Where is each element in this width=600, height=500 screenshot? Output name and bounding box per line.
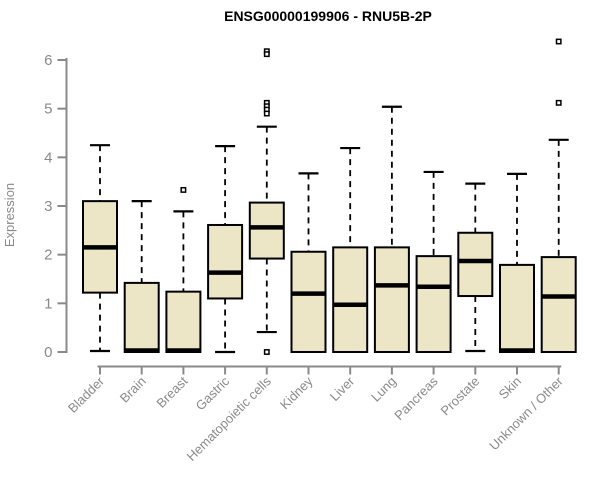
box-group: [332, 146, 369, 353]
y-tick-label: 2: [44, 247, 52, 264]
iqr-box: [373, 246, 410, 353]
x-tick-label: Bladder: [65, 373, 108, 416]
iqr-box: [415, 255, 452, 354]
y-tick-label: 5: [44, 101, 52, 118]
x-tick-label: Kidney: [277, 373, 316, 412]
outlier-point: [263, 110, 270, 117]
box-group: [207, 145, 244, 354]
iqr-box: [123, 281, 160, 354]
x-tick-label: Prostate: [438, 374, 483, 419]
x-tick-label: Liver: [327, 373, 358, 404]
x-tick-label: Breast: [153, 373, 190, 410]
box-group: [540, 38, 577, 354]
x-tick-label: Pancreas: [391, 373, 441, 423]
y-tick-label: 0: [44, 344, 52, 361]
outlier-point: [263, 51, 270, 58]
box-group: [499, 172, 535, 353]
outlier-point: [180, 186, 187, 193]
y-tick-label: 4: [44, 149, 52, 166]
x-tick-label: Skin: [496, 374, 524, 402]
outlier-point: [263, 349, 270, 355]
iqr-box: [248, 201, 285, 260]
box-group: [165, 186, 202, 353]
iqr-box: [499, 263, 535, 353]
x-tick-label: Gastric: [193, 373, 233, 413]
box-group: [457, 182, 494, 353]
box-group: [248, 48, 285, 355]
box-group: [290, 172, 327, 354]
y-tick-label: 6: [44, 52, 52, 69]
box-group: [415, 170, 452, 354]
boxplot-series: [82, 38, 577, 355]
outlier-point: [555, 99, 562, 106]
iqr-box: [290, 250, 327, 354]
box-group: [123, 200, 160, 354]
x-tick-label: Lung: [368, 374, 399, 405]
y-tick-label: 1: [44, 295, 52, 312]
x-tick-label: Brain: [117, 374, 149, 406]
y-axis-label: Expression: [2, 183, 17, 247]
box-group: [373, 105, 410, 353]
y-tick-label: 3: [44, 198, 52, 215]
iqr-box: [165, 290, 202, 353]
iqr-box: [332, 246, 369, 353]
y-axis: 0 1 2 3 4 5 6: [44, 52, 68, 361]
outlier-point: [555, 38, 562, 45]
iqr-box: [457, 231, 494, 298]
x-tick-label: Unknown / Other: [486, 373, 566, 453]
iqr-box: [540, 256, 577, 354]
iqr-box: [207, 223, 244, 300]
chart-title: ENSG00000199906 - RNU5B-2P: [224, 8, 432, 24]
box-group: [82, 144, 118, 353]
